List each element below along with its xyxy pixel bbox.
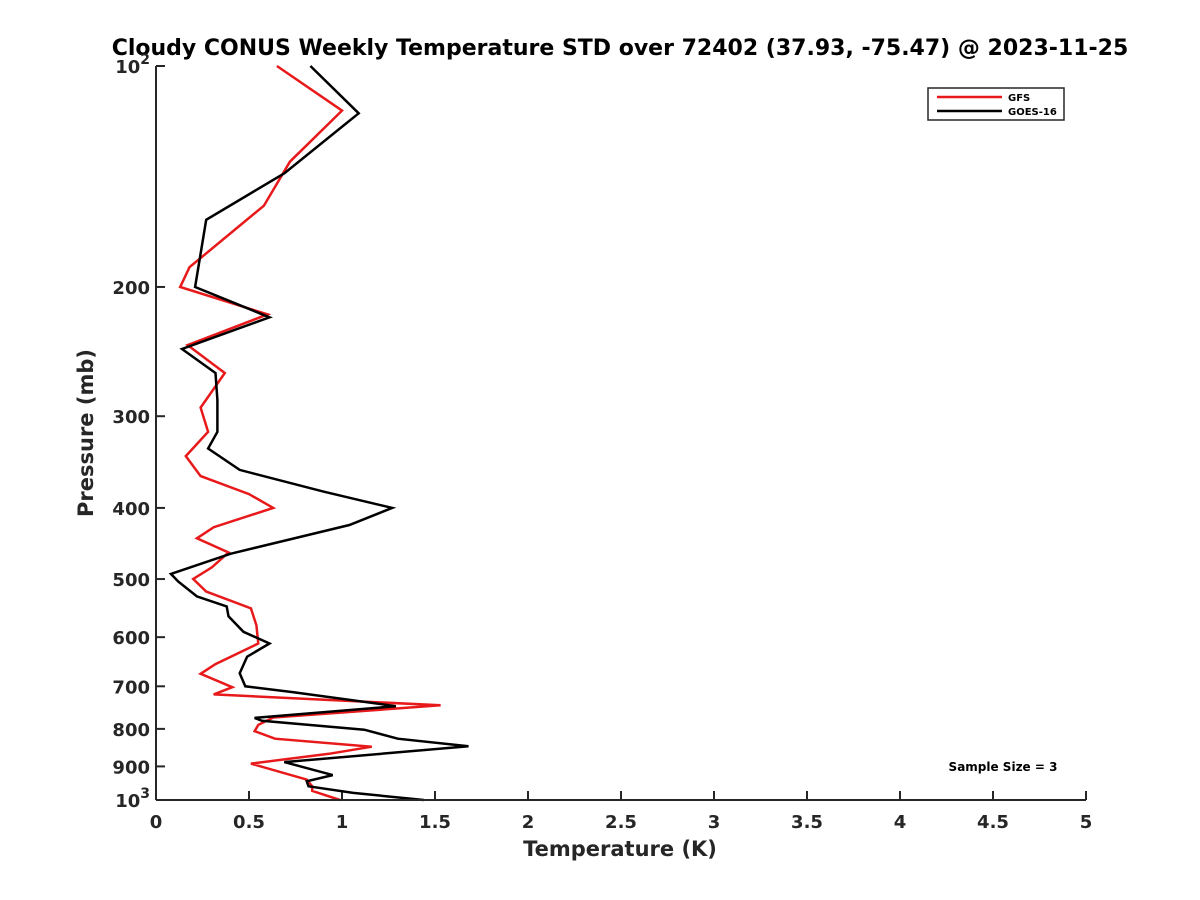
x-tick-label: 1.5 — [419, 812, 451, 833]
series-line-goes16 — [168, 65, 469, 802]
y-ticks: 102 200 300 400 500 600 700 800 900 103 — [112, 52, 165, 812]
x-tick-label: 0 — [150, 812, 163, 833]
series-layer — [168, 64, 469, 802]
y-tick-label: 102 — [115, 52, 150, 78]
x-tick-label: 3 — [708, 812, 721, 833]
chart-title: Cloudy CONUS Weekly Temperature STD over… — [112, 36, 1129, 61]
y-tick-label: 500 — [112, 570, 150, 591]
y-tick-label: 800 — [112, 720, 150, 741]
x-tick-label: 4.5 — [977, 812, 1009, 833]
x-tick-label: 2.5 — [605, 812, 637, 833]
y-axis-label: Pressure (mb) — [74, 349, 98, 517]
legend-box — [927, 87, 1065, 121]
x-tick-label: 0.5 — [233, 812, 265, 833]
sample-size-annotation: Sample Size = 3 — [949, 760, 1058, 774]
y-tick-label: 700 — [112, 677, 150, 698]
legend-label-gfs: GFS — [1008, 93, 1030, 104]
series-line-gfs — [178, 64, 441, 802]
legend-label-goes16: GOES-16 — [1008, 107, 1057, 118]
y-tick-label: 900 — [112, 757, 150, 778]
x-tick-label: 5 — [1080, 812, 1093, 833]
y-tick-label: 103 — [115, 786, 150, 812]
x-tick-label: 1 — [336, 812, 349, 833]
x-tick-label: 4 — [894, 812, 907, 833]
plot-area — [156, 66, 1086, 800]
y-tick-label: 300 — [112, 407, 150, 428]
x-tick-label: 3.5 — [791, 812, 823, 833]
x-axis-label: Temperature (K) — [523, 837, 717, 861]
y-tick-label: 600 — [112, 628, 150, 649]
y-tick-label: 200 — [112, 278, 150, 299]
legend: GFS GOES-16 — [927, 87, 1065, 121]
x-tick-label: 2 — [522, 812, 535, 833]
y-tick-label: 400 — [112, 499, 150, 520]
x-ticks: 0 0.5 1 1.5 2 2.5 3 3.5 4 4.5 5 — [150, 791, 1093, 833]
